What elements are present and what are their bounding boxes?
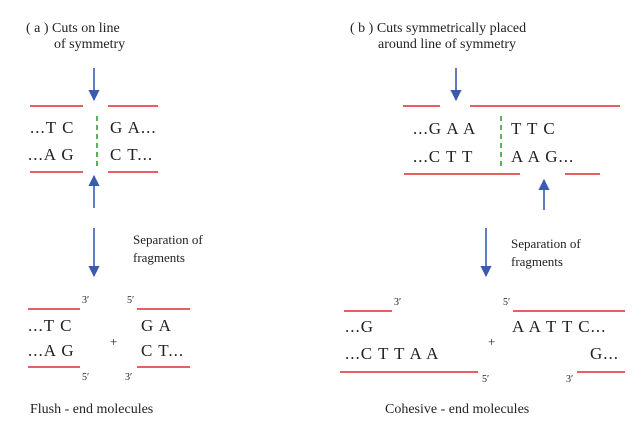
sequence-top-left: ...G A A [413, 119, 476, 138]
prime-3-right: 3′ [566, 374, 573, 385]
sequence-top-left: ...T C [30, 118, 74, 137]
prime-3-left: 3′ [82, 295, 89, 306]
plus-sign: + [488, 334, 495, 349]
panel-a-title-line2: of symmetry [54, 37, 125, 52]
fragment-right-bottom: C T... [141, 341, 184, 360]
plus-sign: + [110, 334, 117, 349]
sequence-bottom-left: ...A G [28, 145, 75, 164]
fragment-right-top: G A [141, 316, 172, 335]
fragment-right-top: A A T T C... [512, 317, 606, 336]
panel-b: ( b ) Cuts symmetrically placed around l… [340, 21, 625, 417]
sequence-top-right: T T C [511, 119, 556, 138]
panel-b-caption: Cohesive - end molecules [385, 402, 529, 417]
prime-5-left: 5′ [82, 372, 89, 383]
prime-5-left: 5′ [482, 374, 489, 385]
panel-b-title-line2: around line of symmetry [378, 37, 516, 52]
prime-5-right: 5′ [127, 295, 134, 306]
panel-a-title-line1: ( a ) Cuts on line [26, 21, 120, 36]
separation-label-line2: fragments [511, 254, 563, 269]
sequence-bottom-right: C T... [110, 145, 153, 164]
sequence-top-right: G A... [110, 118, 157, 137]
sequence-bottom-left: ...C T T [413, 147, 473, 166]
fragment-left-bottom: ...A G [28, 341, 75, 360]
sequence-bottom-right: A A G... [511, 147, 574, 166]
fragment-left-bottom: ...C T T A A [345, 344, 439, 363]
prime-3-left: 3′ [394, 297, 401, 308]
separation-label-line1: Separation of [133, 232, 203, 247]
prime-3-right: 3′ [125, 372, 132, 383]
separation-label-line2: fragments [133, 250, 185, 265]
prime-5-right: 5′ [503, 297, 510, 308]
fragment-right-bottom: G... [590, 344, 619, 363]
panel-a: ( a ) Cuts on line of symmetry ...T C G … [26, 21, 203, 417]
fragment-left-top: ...G [345, 317, 374, 336]
fragment-left-top: ...T C [28, 316, 72, 335]
panel-a-caption: Flush - end molecules [30, 402, 153, 417]
panel-b-title-line1: ( b ) Cuts symmetrically placed [350, 21, 526, 36]
separation-label-line1: Separation of [511, 236, 581, 251]
